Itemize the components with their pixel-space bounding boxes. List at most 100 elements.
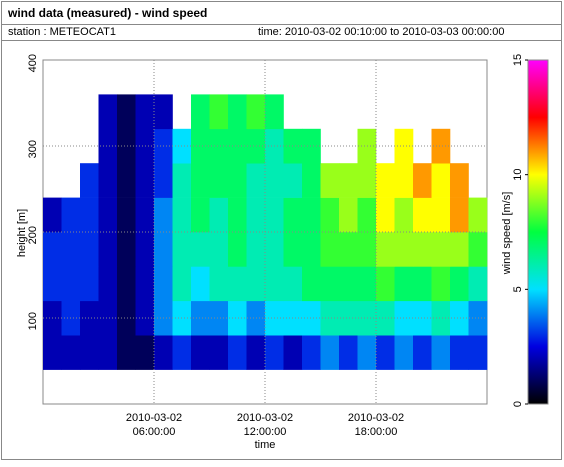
heatmap-cell (80, 335, 99, 370)
heatmap-cell (431, 300, 451, 336)
heatmap-cell (61, 335, 81, 370)
heatmap-cell (228, 266, 247, 302)
heatmap-cell (154, 94, 173, 130)
heatmap-cell (117, 335, 136, 370)
heatmap-cell (413, 335, 432, 370)
heatmap-cell (209, 232, 229, 267)
heatmap-cell (450, 232, 469, 267)
heatmap-cell (246, 197, 266, 233)
heatmap-cell (413, 163, 432, 198)
heatmap-cell (246, 300, 266, 336)
heatmap-cell (413, 197, 432, 233)
heatmap-cell (431, 335, 451, 370)
time-range: time: 2010-03-02 00:10:00 to 2010-03-03 … (258, 26, 504, 38)
heatmap-cell (376, 163, 395, 198)
heatmap-cell (320, 266, 340, 302)
heatmap-cell (191, 300, 210, 336)
x-tick-label: 2010-03-02 (237, 412, 293, 424)
heatmap-cell (246, 232, 266, 267)
heatmap-cell (394, 335, 414, 370)
heatmap-cell (413, 266, 432, 302)
heatmap-cell (61, 197, 81, 233)
heatmap-cell (172, 335, 192, 370)
heatmap-cell (117, 300, 136, 336)
heatmap-cell (246, 266, 266, 302)
heatmap-cell (209, 197, 229, 233)
colorbar-tick-label: 15 (512, 54, 524, 66)
heatmap-cell (357, 163, 377, 198)
y-tick-label: 400 (27, 54, 39, 72)
heatmap-cell (320, 163, 340, 198)
heatmap-cell (209, 335, 229, 370)
heatmap-cell (154, 197, 173, 233)
heatmap-cell (394, 232, 414, 267)
heatmap-cell (228, 300, 247, 336)
heatmap-cell (228, 335, 247, 370)
heatmap-cell (43, 232, 62, 267)
x-tick-label: 18:00:00 (355, 426, 398, 438)
heatmap-cell (468, 266, 488, 302)
heatmap-cell (283, 163, 303, 198)
heatmap-cell (283, 266, 303, 302)
x-tick-label: 2010-03-02 (126, 412, 182, 424)
heatmap-cell (117, 128, 136, 164)
heatmap-cell (117, 163, 136, 198)
heatmap-cell (283, 335, 303, 370)
heatmap-cell (172, 197, 192, 233)
heatmap-cell (154, 232, 173, 267)
heatmap-cell (135, 94, 155, 130)
heatmap-cell (468, 197, 488, 233)
heatmap-cell (357, 128, 377, 164)
heatmap-cell (302, 197, 321, 233)
heatmap-cell (98, 163, 118, 198)
heatmap-cell (191, 335, 210, 370)
heatmap-cell (228, 163, 247, 198)
heatmap-cell (265, 266, 284, 302)
colorbar-tick-label: 5 (512, 286, 524, 292)
colorbar (527, 59, 549, 405)
x-axis-label: time (255, 439, 276, 451)
heatmap-cell (117, 94, 136, 130)
heatmap-cell (80, 300, 99, 336)
heatmap-cell (209, 163, 229, 198)
heatmap-cell (135, 335, 155, 370)
heatmap-cell (302, 266, 321, 302)
y-tick-label: 300 (27, 140, 39, 158)
heatmap-cell (450, 163, 469, 198)
heatmap-cell (172, 163, 192, 198)
heatmap-cell (302, 163, 321, 198)
heatmap-cell (283, 197, 303, 233)
heatmap-cell (209, 94, 229, 130)
heatmap-cell (117, 266, 136, 302)
heatmap-cell (43, 266, 62, 302)
heatmap-cell (357, 335, 377, 370)
heatmap-cell (431, 266, 451, 302)
heatmap-cell (431, 128, 451, 164)
heatmap-cell (209, 128, 229, 164)
heatmap-cell (413, 300, 432, 336)
heatmap-cell (191, 128, 210, 164)
heatmap-cell (135, 232, 155, 267)
heatmap-cell (246, 94, 266, 130)
heatmap-cell (394, 197, 414, 233)
heatmap-cell (43, 335, 62, 370)
heatmap-cell (357, 266, 377, 302)
x-tick-label: 2010-03-02 (348, 412, 404, 424)
colorbar-tick-label: 0 (512, 401, 524, 407)
heatmap-cell (376, 232, 395, 267)
heatmap-cell (98, 300, 118, 336)
heatmap-cell (80, 266, 99, 302)
heatmap-cell (228, 128, 247, 164)
heatmap-cell (80, 163, 99, 198)
heatmap-cell (246, 163, 266, 198)
heatmap-cell (265, 163, 284, 198)
heatmap-cell (450, 197, 469, 233)
heatmap-cell (339, 197, 358, 233)
y-axis-label: height [m] (16, 209, 28, 257)
heatmap-cell (450, 300, 469, 336)
heatmap-cell (98, 197, 118, 233)
heatmap-cell (135, 128, 155, 164)
heatmap-cell (376, 266, 395, 302)
y-tick-label: 200 (27, 226, 39, 244)
